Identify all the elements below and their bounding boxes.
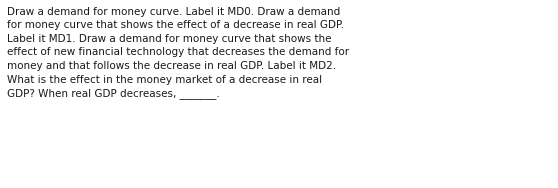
Text: Draw a demand for money curve. Label it MD0. Draw a demand
for money curve that : Draw a demand for money curve. Label it … [7,7,349,99]
